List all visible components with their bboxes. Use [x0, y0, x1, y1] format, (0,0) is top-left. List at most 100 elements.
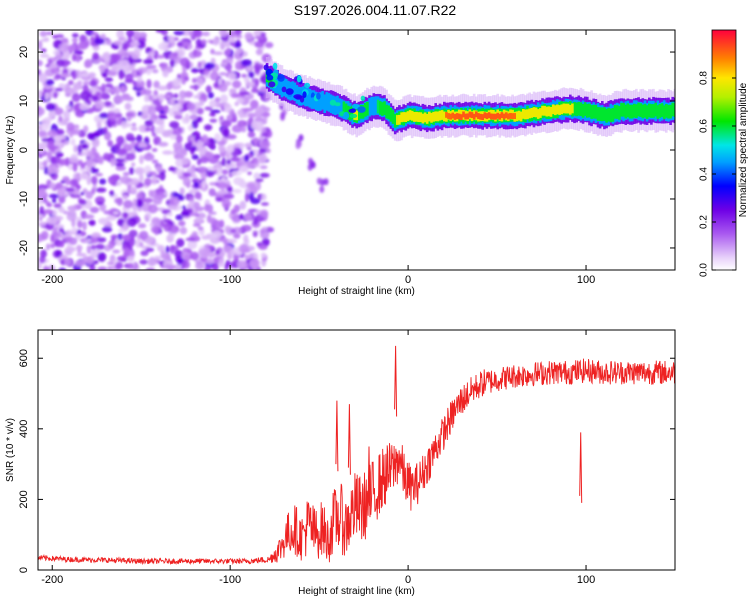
- noise-blob: [155, 164, 163, 173]
- noise-blob: [77, 80, 83, 85]
- noise-blob: [122, 194, 129, 200]
- noise-blob: [219, 72, 227, 76]
- noise-blob: [40, 249, 47, 258]
- noise-blob: [263, 106, 271, 112]
- noise-blob: [138, 124, 148, 133]
- noise-blob: [83, 214, 95, 220]
- ridge-cell: [293, 82, 297, 102]
- ridge-cell: [308, 88, 312, 108]
- noise-blob: [192, 30, 202, 37]
- noise-blob: [187, 239, 198, 250]
- ridge-cell: [650, 104, 653, 118]
- noise-blob: [183, 91, 194, 98]
- ridge-cell: [323, 94, 326, 113]
- noise-blob: [246, 183, 256, 189]
- noise-blob: [216, 181, 228, 190]
- noise-blob: [197, 166, 207, 172]
- noise-blob: [172, 193, 183, 198]
- ridge-blob: [329, 99, 337, 106]
- noise-blob: [155, 118, 165, 126]
- noise-blob: [53, 91, 58, 99]
- noise-blob: [71, 37, 78, 43]
- noise-blob: [72, 163, 78, 172]
- noise-blob: [211, 230, 222, 239]
- noise-blob: [54, 87, 64, 92]
- noise-blob: [38, 200, 44, 205]
- noise-blob: [89, 79, 98, 88]
- ridge-cell: [479, 113, 482, 120]
- noise-blob: [38, 69, 41, 76]
- noise-blob: [148, 171, 157, 176]
- ridge-cell: [564, 103, 568, 114]
- noise-blob: [131, 162, 136, 167]
- ridge-cell: [475, 111, 478, 118]
- noise-blob: [126, 217, 137, 227]
- ridge-blob: [296, 75, 302, 83]
- ridge-cell: [428, 111, 431, 122]
- noise-blob: [103, 126, 108, 134]
- noise-blob: [221, 61, 228, 67]
- noise-blob: [177, 171, 183, 177]
- noise-blob: [182, 40, 191, 48]
- noise-blob: [227, 238, 238, 244]
- noise-blob: [239, 200, 247, 210]
- noise-blob: [209, 112, 216, 117]
- noise-blob: [234, 247, 240, 256]
- noise-blob: [189, 85, 201, 90]
- noise-blob: [189, 212, 197, 217]
- ridge-cell: [673, 103, 675, 117]
- noise-blob: [259, 165, 268, 170]
- noise-blob: [157, 244, 165, 252]
- colorbar-tick-label: 0.8: [699, 71, 710, 85]
- ridge-cell: [440, 110, 444, 120]
- ridge-cell: [519, 111, 523, 122]
- noise-blob: [184, 113, 190, 123]
- ridge-cell: [391, 110, 395, 124]
- noise-blob: [80, 162, 86, 169]
- noise-blob: [123, 200, 133, 209]
- noise-blob: [84, 60, 91, 69]
- ridge-cell: [462, 111, 465, 118]
- noise-blob: [43, 85, 54, 90]
- noise-blob: [162, 150, 173, 155]
- noise-blob: [249, 258, 260, 268]
- noise-blob: [143, 58, 154, 65]
- spectrogram-xtick-label: 100: [577, 274, 595, 286]
- noise-blob: [39, 30, 48, 37]
- ridge-cell: [530, 108, 534, 118]
- noise-blob: [193, 94, 201, 99]
- noise-blob: [101, 226, 113, 233]
- noise-blob: [238, 109, 244, 119]
- noise-blob: [138, 173, 144, 183]
- noise-blob: [125, 152, 136, 161]
- ridge-cell: [344, 103, 348, 118]
- noise-blob: [126, 262, 135, 270]
- noise-blob: [38, 72, 48, 83]
- ridge-cell: [366, 101, 369, 116]
- noise-blob: [125, 112, 135, 117]
- noise-blob: [162, 94, 172, 99]
- noise-blob: [241, 73, 248, 78]
- noise-blob: [94, 100, 106, 109]
- noise-blob: [44, 166, 49, 175]
- noise-blob: [254, 160, 259, 165]
- noise-blob: [136, 134, 143, 143]
- noise-blob: [138, 223, 147, 229]
- noise-blob: [239, 142, 244, 151]
- noise-blob: [172, 77, 182, 87]
- noise-blob: [138, 142, 148, 148]
- noise-blob: [169, 97, 175, 106]
- noise-blob: [47, 165, 52, 176]
- noise-blob: [221, 169, 229, 175]
- noise-blob: [176, 238, 185, 248]
- noise-blob: [234, 34, 243, 39]
- noise-blob: [140, 250, 149, 257]
- ridge-cell: [438, 110, 442, 121]
- spectrogram-ytick-label: -20: [18, 240, 30, 256]
- ridge-cell: [370, 96, 373, 116]
- snr-xlabel: Height of straight line (km): [298, 586, 415, 597]
- branch-point: [316, 177, 322, 185]
- noise-blob: [181, 260, 190, 269]
- noise-blob: [156, 54, 165, 59]
